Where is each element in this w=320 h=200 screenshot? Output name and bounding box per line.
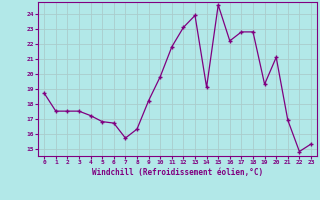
X-axis label: Windchill (Refroidissement éolien,°C): Windchill (Refroidissement éolien,°C) [92,168,263,177]
